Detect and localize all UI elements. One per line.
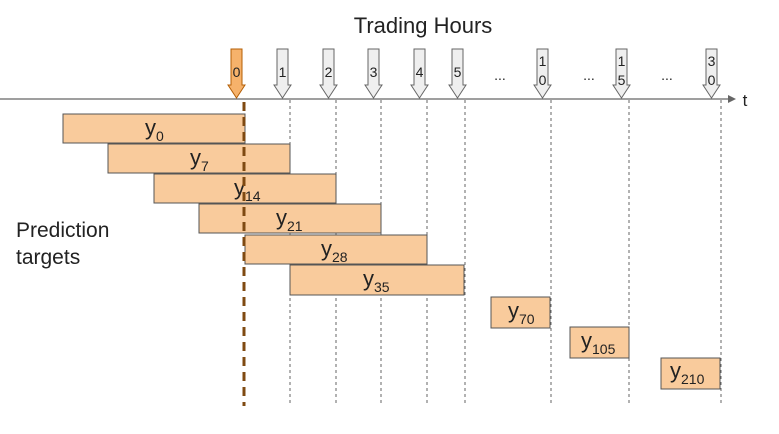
target-box-y35 [289,264,465,296]
hour-marker-1-label: 1 [279,64,287,80]
time-axis-arrowhead [728,95,736,103]
time-axis-label: t [743,91,748,110]
hour-marker-1: 1 [273,48,292,99]
hour-marker-30-label-top: 3 [708,53,716,69]
prediction-target-labels: y0 y7 y14 y21 y28 y35 y70 y105 y210 [145,115,705,387]
hour-marker-4-label: 4 [416,64,424,80]
hour-marker-30-label-bottom: 0 [708,72,716,88]
hour-marker-0: 0 [227,48,246,99]
prediction-targets-label: Prediction targets [16,219,109,269]
ellipsis-2: ... [583,67,595,83]
target-box-y7 [107,143,291,174]
hour-marker-2-label: 2 [325,64,333,80]
hour-marker-15-label-bottom: 5 [618,72,626,88]
time-axis: t [0,91,748,110]
target-box-y210 [660,357,721,390]
hour-marker-5: 5 [448,48,467,99]
hour-marker-10-label-bottom: 0 [539,72,547,88]
hour-marker-3-label: 3 [370,64,378,80]
target-label-y70: y70 [508,298,535,327]
target-label-y0: y0 [145,115,164,144]
hour-marker-5-label: 5 [454,64,462,80]
hour-markers: 0 1 2 3 4 5 1 0 1 5 [227,48,721,99]
target-label-y7: y7 [190,145,209,174]
ellipsis-3: ... [661,67,673,83]
hour-marker-3: 3 [364,48,383,99]
hour-marker-10-label-top: 1 [539,53,547,69]
ellipsis-1: ... [494,67,506,83]
hour-marker-4: 4 [410,48,429,99]
target-label-y210: y210 [670,358,705,387]
hour-marker-30: 3 0 [702,48,721,99]
prediction-targets-label-line1: Prediction [16,219,109,242]
target-box-y0 [62,113,246,144]
prediction-targets-label-line2: targets [16,246,80,269]
target-box-y28 [244,234,428,265]
target-box-y105 [569,326,630,359]
target-box-y21 [198,203,382,234]
target-box-y70 [490,296,551,329]
prediction-target-boxes [62,113,721,390]
target-label-y14: y14 [234,175,261,204]
hour-marker-0-label: 0 [233,64,241,80]
hour-marker-10: 1 0 [533,48,552,99]
target-label-y105: y105 [581,328,616,357]
hour-grid-lines [289,100,722,406]
target-label-y28: y28 [321,236,348,265]
target-label-y21: y21 [276,205,303,234]
diagram-title: Trading Hours [354,13,493,38]
hour-marker-15: 1 5 [612,48,631,99]
target-label-y35: y35 [363,266,390,295]
hour-marker-2: 2 [319,48,338,99]
hour-marker-15-label-top: 1 [618,53,626,69]
